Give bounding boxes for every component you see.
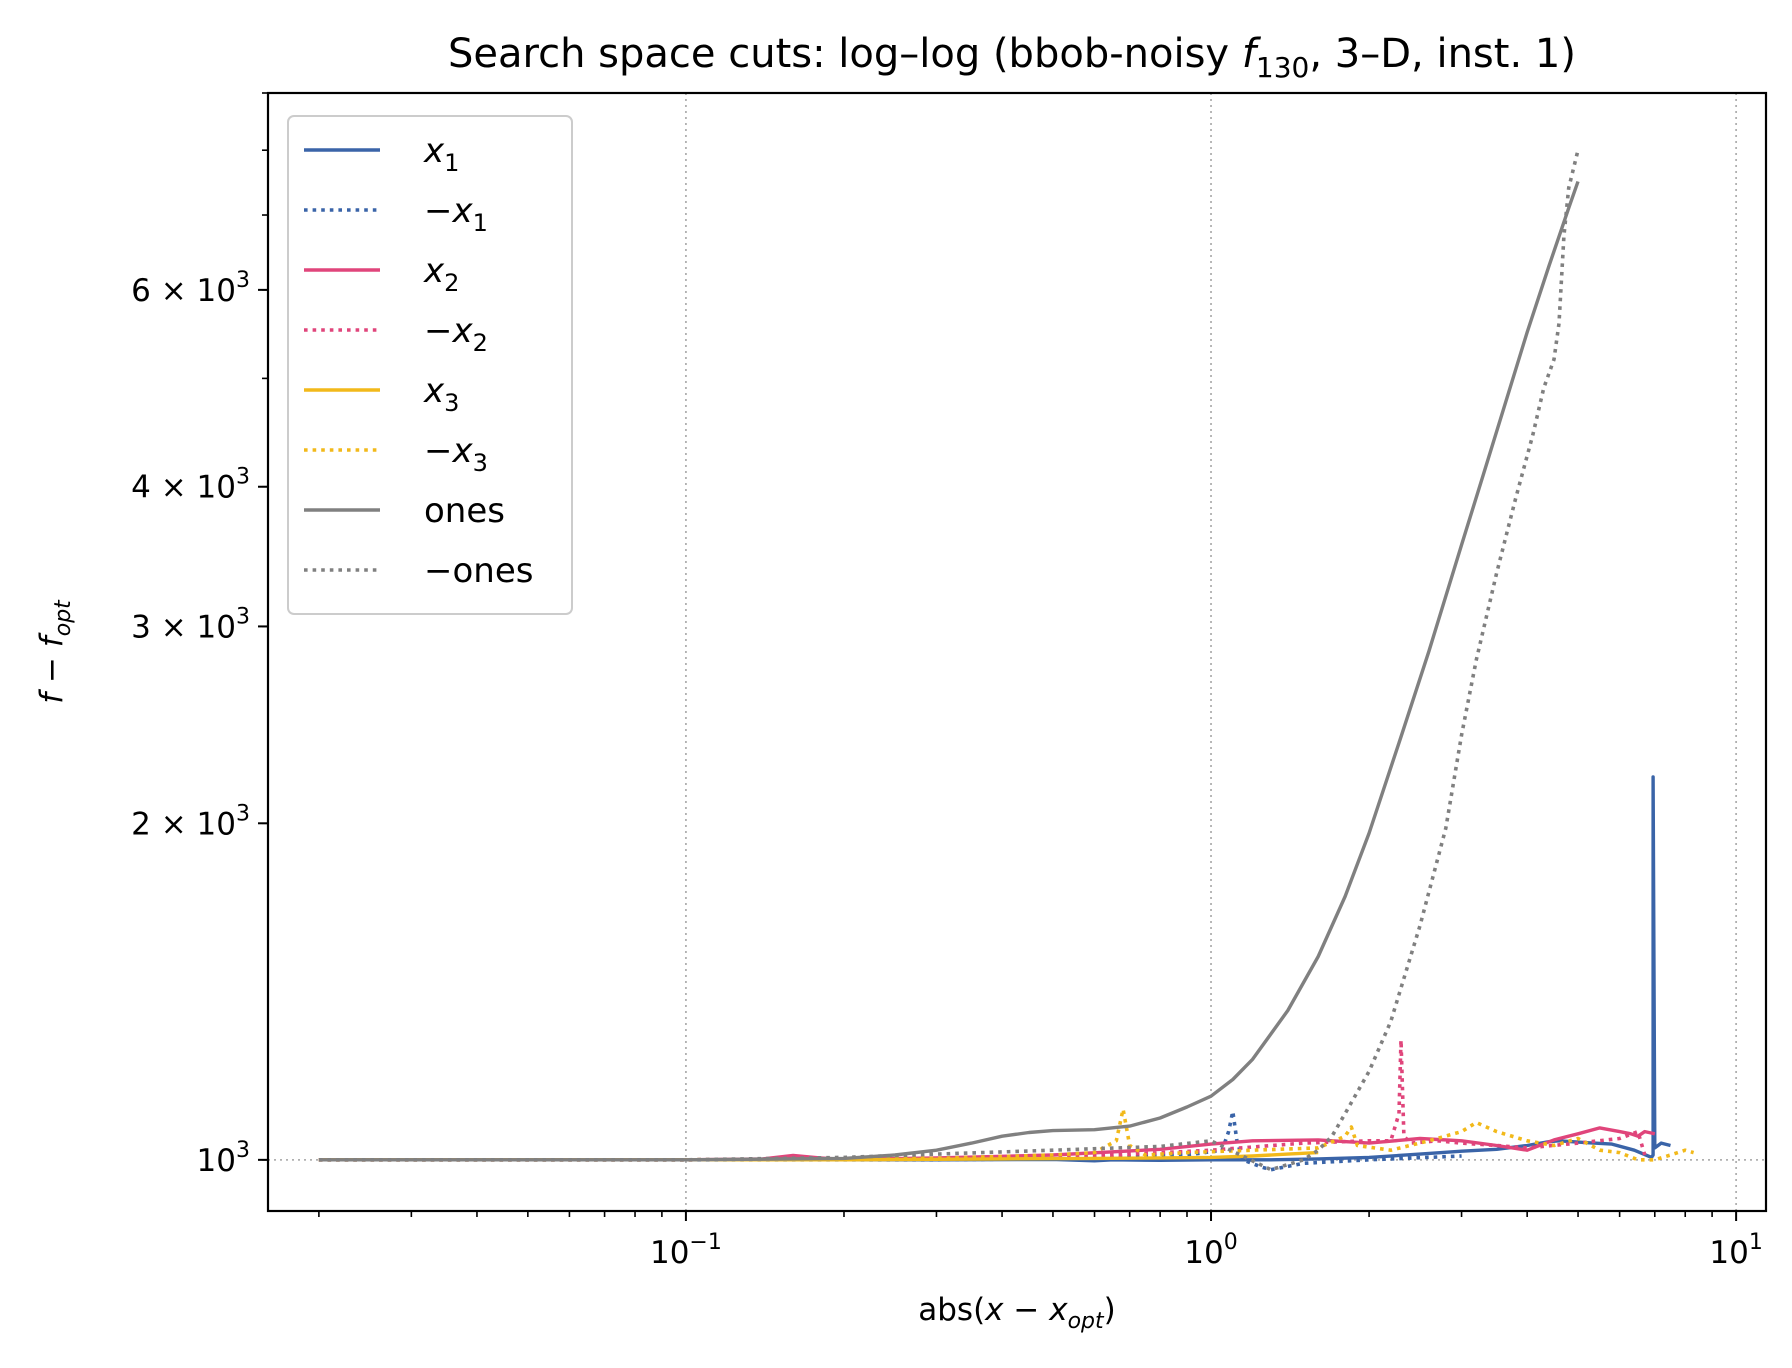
series-line--x2 bbox=[318, 1038, 1647, 1162]
legend: x1 −x1 x2 −x2 x3 −x3 ones −ones bbox=[287, 115, 573, 615]
series-line-ones bbox=[318, 180, 1580, 1162]
legend-label-ones: ones bbox=[424, 491, 505, 531]
legend-label--x2: −x2 bbox=[424, 311, 488, 357]
series-line--x3 bbox=[318, 1107, 1695, 1162]
chart-title: Search space cuts: log–log (bbob-noisy f… bbox=[448, 31, 1576, 84]
x-tick-label-2: 101 bbox=[1709, 1230, 1762, 1271]
x-axis-label: abs(x − xopt) bbox=[918, 1292, 1116, 1334]
series-line--ones bbox=[318, 149, 1580, 1172]
grid-layer bbox=[268, 93, 1766, 1211]
legend-label-x3: x3 bbox=[423, 371, 459, 417]
legend-box bbox=[287, 115, 573, 615]
legend-label-x1: x1 bbox=[423, 131, 459, 177]
legend-label-x2: x2 bbox=[423, 251, 459, 297]
y-tick-label-2: 3 × 103 bbox=[131, 604, 250, 645]
x-tick-label-1: 100 bbox=[1184, 1230, 1237, 1271]
plot-frame bbox=[266, 91, 1768, 1213]
y-axis-ticks: 103 2 × 103 3 × 103 4 × 103 6 × 103 bbox=[131, 268, 268, 1179]
y-tick-label-4: 6 × 103 bbox=[131, 268, 250, 309]
legend-label--ones: −ones bbox=[424, 551, 533, 591]
legend-label--x1: −x1 bbox=[424, 191, 488, 237]
y-tick-label-3: 4 × 103 bbox=[131, 465, 250, 506]
x-tick-label-0: 10−1 bbox=[650, 1230, 722, 1271]
y-tick-label-1: 2 × 103 bbox=[131, 801, 250, 842]
series-layer bbox=[318, 149, 1695, 1172]
legend-label--x3: −x3 bbox=[424, 431, 488, 477]
y-axis-label: f − fopt bbox=[34, 599, 76, 704]
x-axis-ticks: 10−1 100 101 bbox=[650, 1211, 1763, 1271]
y-tick-label-0: 103 bbox=[197, 1138, 250, 1179]
